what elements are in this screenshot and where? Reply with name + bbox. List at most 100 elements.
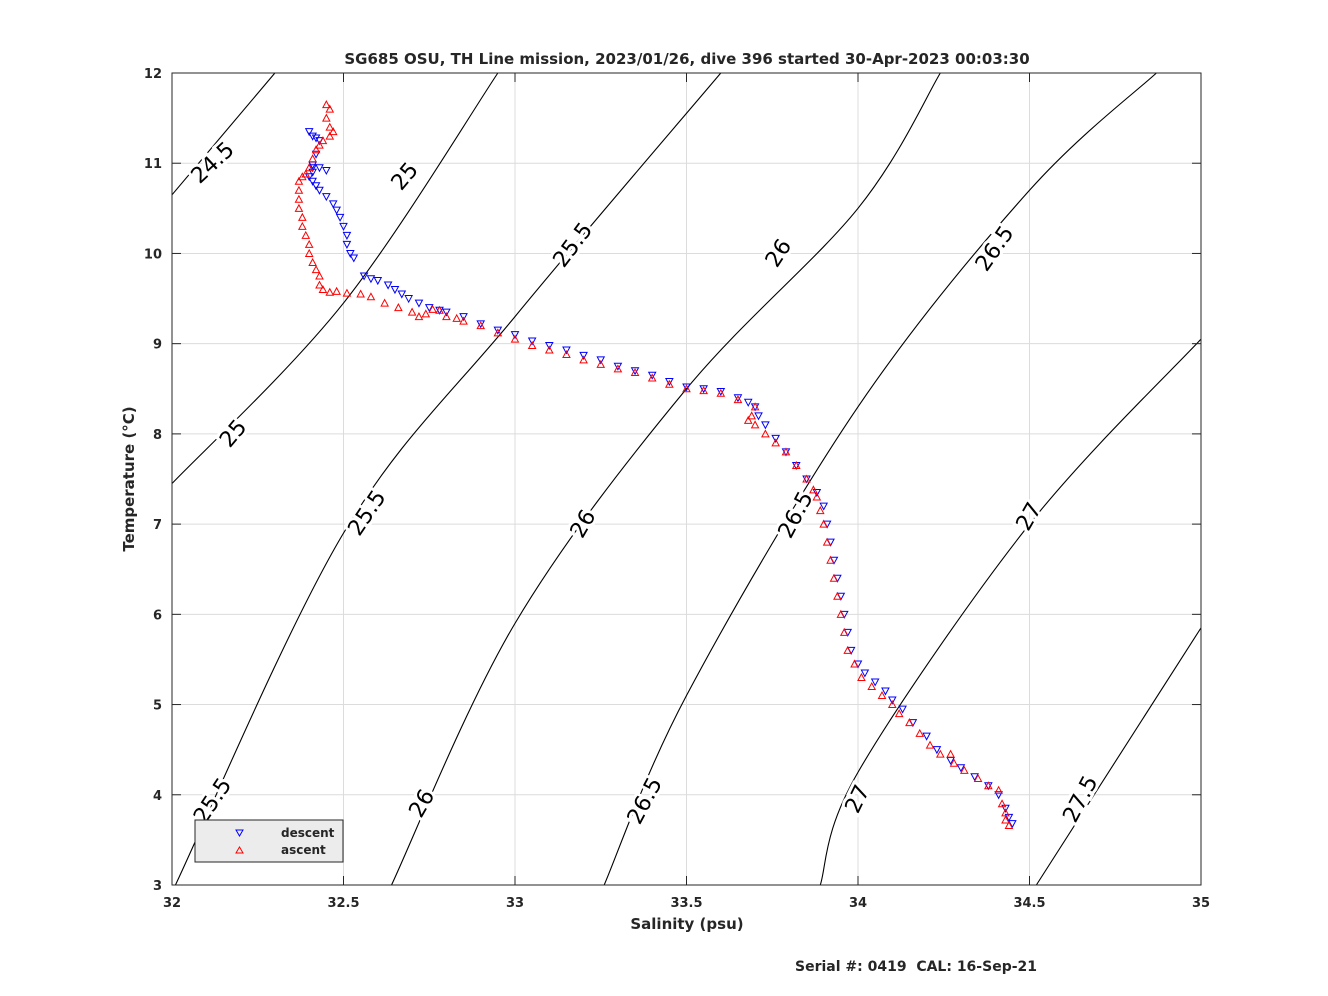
isopycnal-line-27 [819, 338, 1202, 886]
x-tick-label: 32.5 [327, 896, 359, 911]
ascent-point [716, 388, 726, 397]
ascent-point [318, 284, 328, 294]
descent-point [754, 412, 763, 421]
isopycnal-line-27.5 [1035, 627, 1202, 886]
ascent-point [826, 555, 835, 564]
y-tick-label: 5 [153, 699, 162, 714]
ascent-point [935, 749, 945, 758]
ascent-point [304, 163, 314, 172]
descent-point [442, 308, 451, 317]
y-axis-label: Temperature (°C) [120, 406, 138, 551]
ascent-point [311, 265, 321, 274]
descent-point [682, 383, 691, 392]
ascent-point [771, 438, 781, 447]
descent-point [887, 696, 897, 705]
ascent-point [682, 384, 691, 393]
descent-point [322, 193, 331, 202]
ascent-point [613, 364, 623, 373]
descent-point [346, 249, 355, 258]
ascent-point [366, 292, 376, 301]
ascent-point [527, 340, 537, 349]
x-tick-label: 35 [1192, 896, 1210, 911]
descent-point [733, 394, 743, 403]
descent-point [373, 277, 383, 286]
ascent-point [994, 785, 1003, 794]
descent-point [342, 240, 352, 249]
descent-point [493, 326, 503, 335]
serial-cal-footer: Serial #: 0419 CAL: 16-Sep-21 [795, 959, 1037, 975]
ascent-point [857, 672, 866, 681]
ascent-point [836, 609, 846, 618]
descent-point [349, 254, 359, 263]
descent-point [562, 346, 571, 355]
descent-point [527, 337, 537, 346]
legend-descent-marker [235, 829, 244, 837]
ascent-point [822, 537, 832, 546]
descent-point [970, 773, 979, 782]
descent-point [613, 362, 623, 371]
ascent-point [304, 239, 314, 248]
descent-point [366, 275, 376, 284]
ascent-point [322, 100, 331, 109]
y-tick-label: 11 [144, 157, 162, 172]
y-tick-label: 3 [153, 879, 162, 894]
x-tick-label: 33.5 [670, 896, 702, 911]
ascent-point [342, 288, 352, 297]
ascent-point [959, 765, 969, 774]
ascent-point [459, 316, 468, 325]
ascent-point [421, 309, 431, 318]
ascent-point [750, 420, 760, 429]
descent-point [579, 351, 588, 360]
ascent-point [407, 307, 417, 316]
descent-point [424, 304, 434, 313]
ascent-point [894, 709, 904, 718]
ascent-point [781, 447, 791, 456]
descent-point [308, 132, 317, 141]
isopycnal-line-25.5 [174, 72, 722, 886]
ascent-point [1004, 820, 1014, 829]
isopycnal-line-26 [391, 72, 941, 886]
ascent-point [750, 402, 760, 411]
chart-title: SG685 OSU, TH Line mission, 2023/01/26, … [344, 50, 1029, 68]
ascent-point [833, 591, 842, 600]
ascent-point [328, 127, 338, 136]
y-tick-label: 10 [144, 247, 162, 262]
ascent-point [850, 659, 859, 668]
descent-point [308, 168, 317, 177]
ascent-point [380, 298, 389, 307]
ascent-point [315, 280, 324, 289]
ascent-point [733, 395, 743, 404]
descent-point [315, 164, 324, 173]
ascent-point [544, 345, 554, 354]
ascent-point [325, 131, 335, 140]
ascent-point [428, 304, 438, 313]
descent-point [819, 502, 829, 511]
ascent-point [761, 429, 770, 438]
descent-point [699, 385, 708, 394]
y-tick-label: 9 [153, 338, 162, 353]
descent-point [328, 200, 338, 209]
ascent-point [877, 690, 887, 700]
descent-point [322, 166, 331, 175]
ascent-point [435, 305, 444, 314]
descent-point [476, 320, 486, 329]
ascent-point [665, 379, 674, 388]
legend-descent-label: descent [281, 826, 335, 840]
ascent-point [819, 519, 829, 528]
ascent-point [812, 492, 822, 501]
ascent-point [973, 773, 983, 783]
descent-point [860, 669, 870, 678]
ascent-point [332, 286, 341, 295]
ascent-point [442, 312, 451, 321]
ascent-point [839, 627, 849, 636]
legend-ascent-label: ascent [281, 843, 326, 857]
descent-point [881, 687, 890, 696]
descent-point [771, 434, 781, 443]
ascent-point [843, 645, 853, 654]
legend: descent ascent [194, 819, 344, 863]
ascent-point [493, 328, 503, 337]
ascent-point [925, 740, 935, 749]
y-tick-label: 8 [153, 428, 162, 443]
ascent-point [476, 321, 486, 330]
ascent-point [915, 728, 925, 737]
